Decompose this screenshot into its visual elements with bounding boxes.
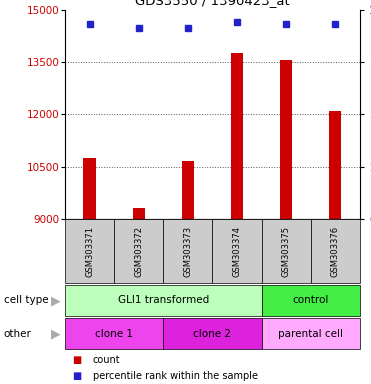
Text: GSM303376: GSM303376 [331,225,340,277]
Bar [262,219,311,283]
Bar [262,285,360,316]
Text: percentile rank within the sample: percentile rank within the sample [93,371,258,381]
Bar [65,318,163,349]
Text: ▶: ▶ [51,327,60,340]
Text: GSM303373: GSM303373 [183,225,192,277]
Text: control: control [292,295,329,306]
Bar [280,60,292,219]
Bar [182,161,194,219]
Bar [83,158,96,219]
Text: ■: ■ [72,355,82,365]
Bar [65,219,114,283]
Bar [262,318,360,349]
Title: GDS3550 / 1390423_at: GDS3550 / 1390423_at [135,0,290,7]
Bar [132,209,145,219]
Text: GLI1 transformed: GLI1 transformed [118,295,209,306]
Bar [163,219,212,283]
Bar [231,53,243,219]
Text: count: count [93,355,120,365]
Bar [311,219,360,283]
Text: other: other [4,328,32,339]
Bar [329,111,341,219]
Text: GSM303374: GSM303374 [233,226,242,276]
Bar [65,285,262,316]
Text: parental cell: parental cell [278,328,343,339]
Text: clone 1: clone 1 [95,328,133,339]
Bar [114,219,163,283]
Text: GSM303371: GSM303371 [85,226,94,276]
Text: cell type: cell type [4,295,48,306]
Text: GSM303372: GSM303372 [134,226,143,276]
Bar [163,318,262,349]
Text: ▶: ▶ [51,294,60,307]
Text: GSM303375: GSM303375 [282,226,290,276]
Text: clone 2: clone 2 [193,328,232,339]
Text: ■: ■ [72,371,82,381]
Bar [212,219,262,283]
